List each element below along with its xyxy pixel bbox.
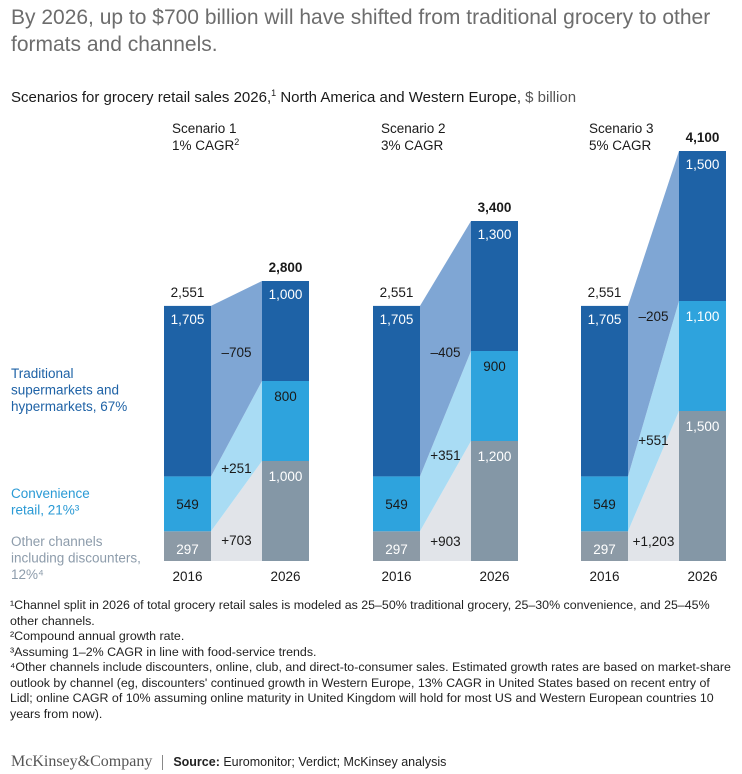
- data-label-2016-convenience: 549: [176, 497, 199, 512]
- bar-2026-traditional: [471, 221, 518, 351]
- change-label-other: +1,203: [633, 534, 675, 549]
- change-label-convenience: +551: [638, 433, 668, 448]
- flow-band-traditional: [211, 281, 262, 477]
- x-tick-label-2026: 2026: [270, 569, 300, 584]
- bar-2026-convenience: [262, 381, 309, 461]
- x-tick-label-2016: 2016: [381, 569, 411, 584]
- grocery-scenarios-chart: 297 549 1,705 2,551 1,000 800 1,000 2,800 –705 +2…: [11, 121, 726, 584]
- data-label-2026-other: 1,000: [269, 469, 303, 484]
- flow-band-other: [628, 411, 679, 561]
- bar-2016-other: [164, 531, 211, 561]
- scenario-name: Scenario 1: [172, 121, 237, 136]
- change-label-other: +703: [221, 533, 251, 548]
- data-label-2026-traditional: 1,500: [686, 157, 720, 172]
- change-label-other: +903: [430, 534, 460, 549]
- data-label-2016-total: 2,551: [588, 285, 622, 300]
- legend-label-other: 12%⁴: [11, 567, 44, 582]
- flow-band-convenience: [211, 381, 262, 532]
- footnote-1: ¹Channel split in 2026 of total grocery …: [10, 598, 710, 628]
- footer-divider: [162, 754, 164, 770]
- data-label-2016-traditional: 1,705: [171, 312, 205, 327]
- change-label-traditional: –405: [430, 345, 460, 360]
- scenario-cagr: 3% CAGR: [381, 138, 444, 153]
- subtitle-main: Scenarios for grocery retail sales 2026,: [11, 89, 272, 106]
- data-label-2016-total: 2,551: [380, 285, 414, 300]
- footnote-4: ⁴Other channels include discounters, onl…: [10, 660, 731, 721]
- data-label-2026-convenience: 800: [274, 389, 297, 404]
- legend-label-traditional: supermarkets and: [11, 383, 119, 398]
- x-tick-label-2026: 2026: [479, 569, 509, 584]
- flow-band-convenience: [628, 301, 679, 532]
- subtitle-footnote-ref: 1: [271, 88, 277, 98]
- bar-2016-convenience: [164, 476, 211, 532]
- mckinsey-logo: McKinsey&Company: [11, 753, 153, 770]
- bar-2026-other: [679, 411, 726, 561]
- data-label-2016-other: 297: [593, 542, 616, 557]
- legend-label-traditional: hypermarkets, 67%: [11, 399, 127, 414]
- data-label-2026-total: 4,100: [686, 130, 720, 145]
- bar-2016-other: [581, 531, 628, 561]
- bar-2026-traditional: [262, 281, 309, 381]
- change-label-convenience: +251: [221, 461, 251, 476]
- bar-2016-convenience: [373, 476, 420, 532]
- data-label-2016-convenience: 549: [385, 497, 408, 512]
- flow-band-convenience: [420, 351, 471, 532]
- bar-2016-traditional: [581, 305, 628, 477]
- data-label-2026-other: 1,200: [478, 449, 512, 464]
- scenario-cagr: 1% CAGR2: [172, 137, 239, 153]
- flow-band-other: [211, 461, 262, 561]
- data-label-2026-convenience: 900: [483, 359, 506, 374]
- bar-2016-other: [373, 531, 420, 561]
- bar-2026-convenience: [679, 301, 726, 411]
- x-tick-label-2016: 2016: [172, 569, 202, 584]
- chart-subtitle: Scenarios for grocery retail sales 2026,…: [11, 88, 731, 106]
- scenario-cagr-footnote-ref: 2: [234, 137, 239, 147]
- footnote-3: ³Assuming 1–2% CAGR in line with food-se…: [10, 644, 317, 659]
- data-label-2016-convenience: 549: [593, 497, 616, 512]
- scenario-name: Scenario 2: [381, 121, 446, 136]
- bar-2026-other: [471, 441, 518, 561]
- data-label-2026-traditional: 1,000: [269, 287, 303, 302]
- bar-2016-traditional: [164, 305, 211, 477]
- x-tick-label-2026: 2026: [687, 569, 717, 584]
- flow-band-traditional: [628, 151, 679, 477]
- bar-2026-other: [262, 461, 309, 561]
- legend-label-traditional: Traditional: [11, 366, 74, 381]
- source-text: Euromonitor; Verdict; McKinsey analysis: [219, 755, 447, 769]
- data-label-2016-traditional: 1,705: [380, 312, 414, 327]
- change-label-traditional: –705: [221, 345, 251, 360]
- change-label-convenience: +351: [430, 448, 460, 463]
- data-label-2026-total: 3,400: [478, 200, 512, 215]
- legend-label-other: Other channels: [11, 534, 103, 549]
- footnote-2: ²Compound annual growth rate.: [10, 629, 185, 643]
- headline: By 2026, up to $700 billion will have sh…: [11, 6, 711, 56]
- data-label-2016-other: 297: [385, 542, 408, 557]
- data-label-2026-convenience: 1,100: [686, 309, 720, 324]
- data-label-2026-traditional: 1,300: [478, 227, 512, 242]
- legend-label-convenience: Convenience: [11, 486, 90, 501]
- bar-2026-traditional: [679, 151, 726, 301]
- data-label-2026-other: 1,500: [686, 419, 720, 434]
- source-line: Source: Euromonitor; Verdict; McKinsey a…: [173, 755, 446, 769]
- legend-label-other: including discounters,: [11, 551, 141, 566]
- bar-2026-convenience: [471, 351, 518, 441]
- change-label-traditional: –205: [638, 309, 668, 324]
- scenario-cagr: 5% CAGR: [589, 138, 652, 153]
- footnotes: ¹Channel split in 2026 of total grocery …: [10, 598, 732, 722]
- flow-band-traditional: [420, 221, 471, 477]
- legend-label-convenience: retail, 21%³: [11, 503, 80, 518]
- data-label-2016-other: 297: [176, 542, 199, 557]
- scenario-name: Scenario 3: [589, 121, 654, 136]
- bar-2016-traditional: [373, 305, 420, 477]
- data-label-2016-traditional: 1,705: [588, 312, 622, 327]
- footer: McKinsey&Company Source: Euromonitor; Ve…: [11, 752, 731, 772]
- source-label: Source:: [173, 755, 220, 769]
- bar-2016-convenience: [581, 476, 628, 532]
- subtitle-region: North America and Western Europe,: [276, 89, 521, 106]
- data-label-2026-total: 2,800: [269, 260, 303, 275]
- x-tick-label-2016: 2016: [589, 569, 619, 584]
- subtitle-unit: $ billion: [521, 89, 577, 106]
- data-label-2016-total: 2,551: [171, 285, 205, 300]
- flow-band-other: [420, 441, 471, 561]
